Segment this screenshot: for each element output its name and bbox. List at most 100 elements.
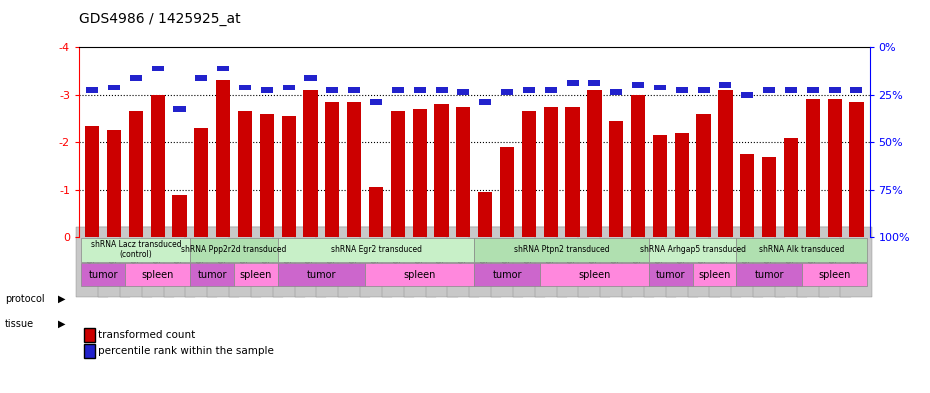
Text: ▶: ▶ (58, 319, 65, 329)
Bar (370, 99, 382, 105)
Text: tissue: tissue (5, 319, 33, 329)
Bar (720, 83, 732, 88)
Bar (304, 75, 316, 81)
Bar (631, 95, 645, 237)
Bar (414, 87, 426, 93)
Text: tumor: tumor (88, 270, 118, 279)
Bar (654, 85, 666, 90)
Bar (348, 87, 360, 93)
FancyBboxPatch shape (474, 238, 649, 262)
Text: tumor: tumor (492, 270, 522, 279)
Bar (784, 138, 798, 237)
FancyBboxPatch shape (474, 263, 539, 286)
Bar (174, 106, 185, 112)
Text: GDS4986 / 1425925_at: GDS4986 / 1425925_at (79, 11, 241, 26)
Bar (172, 195, 187, 237)
Bar (829, 87, 841, 93)
Bar (260, 87, 272, 93)
Bar (676, 87, 688, 93)
Bar (806, 87, 818, 93)
FancyBboxPatch shape (234, 263, 278, 286)
FancyBboxPatch shape (802, 263, 868, 286)
Text: percentile rank within the sample: percentile rank within the sample (98, 346, 273, 356)
FancyBboxPatch shape (649, 263, 693, 286)
Text: transformed count: transformed count (98, 330, 195, 340)
FancyBboxPatch shape (278, 263, 365, 286)
Bar (107, 130, 121, 237)
Bar (283, 85, 295, 90)
Bar (828, 99, 842, 237)
Bar (326, 102, 339, 237)
FancyBboxPatch shape (649, 238, 737, 262)
Bar (764, 87, 775, 93)
Bar (194, 128, 208, 237)
Bar (435, 87, 447, 93)
Bar (523, 87, 535, 93)
Bar (718, 90, 733, 237)
Bar (108, 85, 120, 90)
Text: spleen: spleen (578, 270, 611, 279)
FancyBboxPatch shape (539, 263, 649, 286)
Bar (216, 81, 231, 237)
FancyBboxPatch shape (737, 238, 868, 262)
Bar (434, 104, 448, 237)
Bar (805, 99, 820, 237)
Bar (479, 99, 491, 105)
Text: protocol: protocol (5, 294, 45, 304)
Bar (544, 107, 558, 237)
Bar (478, 192, 492, 237)
Bar (347, 102, 361, 237)
Bar (850, 87, 862, 93)
Bar (85, 126, 100, 237)
Bar (609, 121, 623, 237)
Bar (195, 75, 207, 81)
Bar (697, 114, 711, 237)
Text: spleen: spleen (141, 270, 174, 279)
Bar (501, 90, 513, 95)
Bar (151, 95, 165, 237)
Bar (239, 85, 251, 90)
Bar (369, 187, 383, 237)
FancyBboxPatch shape (81, 238, 191, 262)
Bar (674, 133, 689, 237)
FancyBboxPatch shape (81, 263, 125, 286)
Bar (326, 87, 339, 93)
Bar (282, 116, 296, 237)
Bar (545, 87, 557, 93)
FancyBboxPatch shape (737, 263, 802, 286)
Bar (152, 66, 164, 72)
Bar (522, 111, 536, 237)
Bar (500, 147, 514, 237)
Text: ▶: ▶ (58, 294, 65, 304)
Bar (238, 111, 252, 237)
Bar (566, 80, 578, 86)
Text: shRNA Egr2 transduced: shRNA Egr2 transduced (330, 245, 421, 254)
Text: tumor: tumor (656, 270, 685, 279)
Bar (217, 66, 229, 72)
Bar (128, 111, 143, 237)
Text: spleen: spleen (698, 270, 731, 279)
Text: shRNA Ppp2r2d transduced: shRNA Ppp2r2d transduced (181, 245, 286, 254)
Bar (740, 154, 754, 237)
Bar (589, 80, 601, 86)
FancyBboxPatch shape (278, 238, 474, 262)
Text: shRNA Lacz transduced
(control): shRNA Lacz transduced (control) (90, 240, 181, 259)
Bar (588, 90, 602, 237)
Bar (413, 109, 427, 237)
Bar (259, 114, 274, 237)
Text: shRNA Ptpn2 transduced: shRNA Ptpn2 transduced (514, 245, 609, 254)
Text: spleen: spleen (404, 270, 436, 279)
FancyBboxPatch shape (191, 238, 278, 262)
Bar (457, 107, 471, 237)
Bar (458, 90, 470, 95)
Bar (392, 87, 404, 93)
FancyBboxPatch shape (693, 263, 737, 286)
Text: tumor: tumor (307, 270, 336, 279)
Text: shRNA Alk transduced: shRNA Alk transduced (759, 245, 844, 254)
Bar (130, 75, 142, 81)
Text: tumor: tumor (754, 270, 784, 279)
Text: shRNA Arhgap5 transduced: shRNA Arhgap5 transduced (640, 245, 746, 254)
Bar (762, 156, 777, 237)
Text: tumor: tumor (197, 270, 227, 279)
Text: spleen: spleen (240, 270, 272, 279)
